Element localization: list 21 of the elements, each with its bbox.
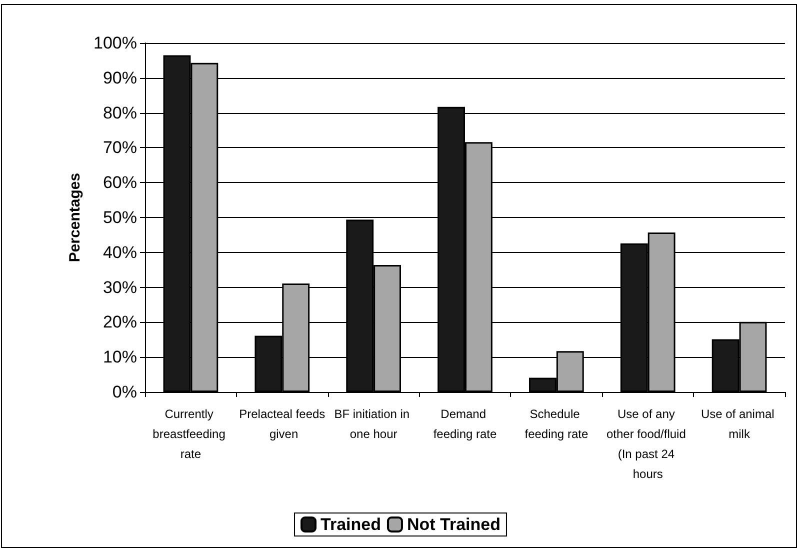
y-tick-label: 80% [102,103,137,122]
x-tick-label: Use of animal milk [700,407,778,441]
x-tick-label: Use of any other food/fluid (In past 24 hours [606,407,690,481]
x-tick-label: Prelacteal feeds given [239,407,326,441]
y-tick-label: 20% [102,312,137,332]
x-tick-label: Demand feeding rate [433,407,498,441]
y-tick-label: 90% [102,68,137,88]
x-tick-label: Currently breastfeeding rate [152,407,229,461]
y-tick-label: 60% [102,173,137,192]
y-tick-label: 50% [102,208,137,227]
y-tick-label: 40% [102,242,137,262]
y-axis-title: Percentages [66,172,84,262]
y-tick-label: 100% [94,34,137,52]
x-tick-label: BF initiation in one hour [334,407,413,441]
y-tick-label: 30% [102,278,137,297]
legend-label: Not Trained [406,515,500,534]
legend-label: Trained [320,515,381,534]
y-tick-label: 70% [102,138,137,158]
x-tick-label: Schedule feeding rate [524,407,588,441]
y-tick-label: 10% [102,348,137,367]
y-tick-label: 0% [112,382,137,402]
